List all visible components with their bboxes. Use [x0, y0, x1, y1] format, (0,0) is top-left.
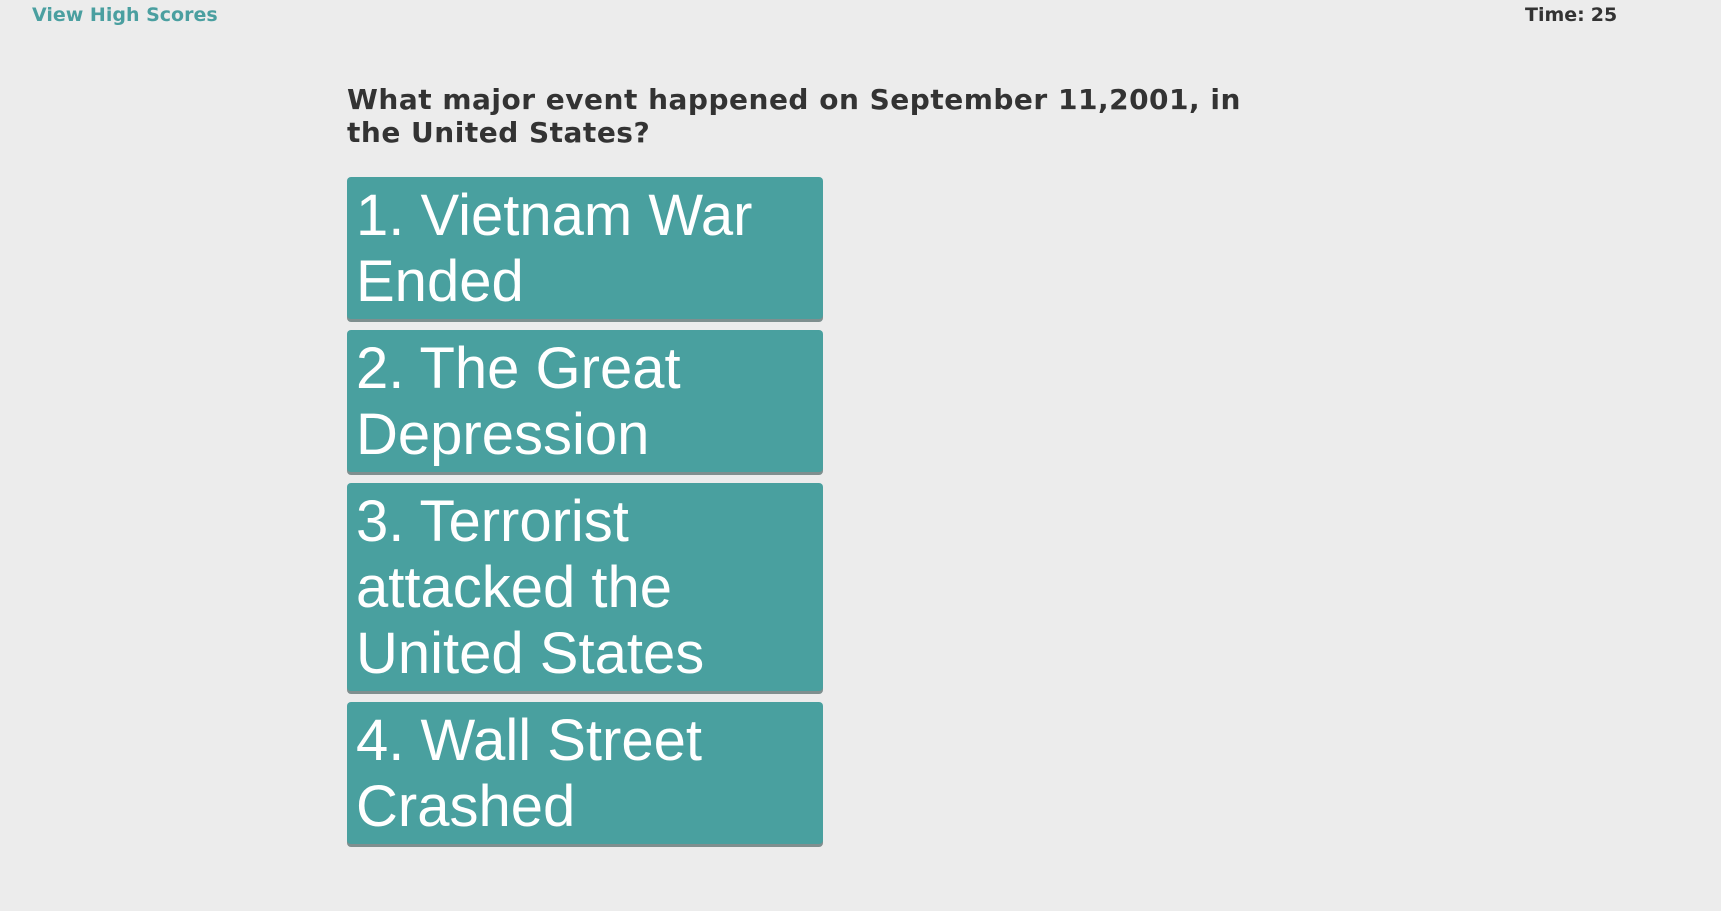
answer-button-4[interactable]: 4Wall Street Crashed	[347, 702, 823, 844]
view-high-scores-link[interactable]: View High Scores	[32, 4, 218, 26]
answer-button-1[interactable]: 1Vietnam War Ended	[347, 177, 823, 319]
answer-text: The Great Depression	[356, 336, 681, 467]
answer-number: 1	[356, 183, 421, 248]
quiz-container: What major event happened on September 1…	[347, 83, 1267, 855]
answer-text: Vietnam War Ended	[356, 183, 753, 314]
question-title: What major event happened on September 1…	[347, 83, 1241, 149]
answer-text: Wall Street Crashed	[356, 708, 702, 839]
answer-text: Terrorist attacked the United States	[356, 489, 705, 686]
timer-label: Time:	[1525, 4, 1585, 26]
answer-button-2[interactable]: 2The Great Depression	[347, 330, 823, 472]
answer-choices: 1Vietnam War Ended 2The Great Depression…	[347, 177, 823, 844]
timer-value: 25	[1590, 4, 1618, 26]
answer-number: 2	[356, 336, 419, 401]
answer-number: 4	[356, 708, 421, 773]
timer: Time: 25	[1525, 4, 1617, 26]
answer-button-3[interactable]: 3Terrorist attacked the United States	[347, 483, 823, 691]
answer-number: 3	[356, 489, 419, 554]
